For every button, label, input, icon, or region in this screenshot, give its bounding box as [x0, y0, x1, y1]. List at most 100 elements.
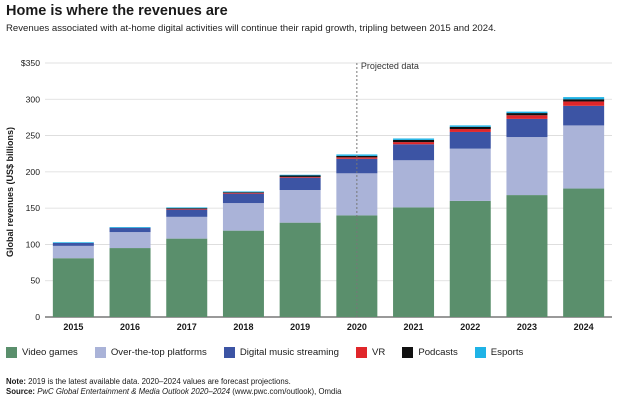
legend-label: Video games	[22, 347, 78, 358]
bar-segment	[563, 99, 605, 102]
y-axis-label: Global revenues (US$ billions)	[5, 127, 15, 257]
bar-segment	[166, 216, 208, 239]
bar-segment	[506, 195, 548, 317]
bar-segment	[109, 248, 151, 317]
bar-segment	[109, 232, 151, 249]
y-tick-label: 200	[26, 167, 41, 177]
bar-segment	[336, 157, 378, 159]
x-tick-label: 2021	[404, 322, 424, 332]
projected-data-annotation: Projected data	[361, 61, 419, 71]
bar-segment	[506, 115, 548, 119]
bar-segment	[449, 125, 491, 127]
stacked-bar-chart: 0 50 100 150 200 250 300 $350 Global revenues (U…	[5, 58, 612, 332]
bar-segment	[563, 105, 605, 126]
bar-segment	[393, 142, 435, 145]
legend-item: Over-the-top platforms	[94, 347, 207, 358]
legend-item: Digital music streaming	[223, 347, 339, 358]
bar-segment	[52, 258, 94, 317]
y-tick-label: $350	[21, 58, 40, 68]
x-tick-label: 2018	[233, 322, 253, 332]
bar-segment	[109, 227, 151, 233]
legend-swatch	[94, 347, 106, 358]
source-label: Source:	[6, 387, 36, 396]
bar-segment	[336, 158, 378, 174]
y-tick-label: 0	[35, 312, 40, 322]
legend-label: Over-the-top platforms	[110, 347, 207, 358]
bar-segment	[222, 192, 264, 193]
bar-segment	[563, 125, 605, 189]
bar-segment	[563, 188, 605, 317]
bar-segment	[166, 209, 208, 217]
x-tick-label: 2022	[460, 322, 480, 332]
chart-source: Source: PwC Global Entertainment & Media…	[6, 387, 341, 396]
bar-segment	[279, 175, 321, 177]
y-tick-label: 250	[26, 131, 41, 141]
bar-segment	[563, 101, 605, 106]
chart-legend: Video games Over-the-top platforms Digital…	[6, 347, 540, 358]
bar-segment	[222, 192, 264, 194]
chart-note: Note: 2019 is the latest available data.…	[6, 377, 291, 386]
bar-segment	[52, 242, 94, 243]
source-publication: PwC Global Entertainment & Media Outlook…	[35, 387, 231, 396]
bar-segment	[449, 131, 491, 149]
y-tick-label: 300	[26, 94, 41, 104]
legend-item: VR	[355, 347, 386, 358]
bar-segment	[563, 97, 605, 100]
legend-label: Esports	[490, 347, 524, 358]
x-tick-label: 2020	[347, 322, 367, 332]
bar-segment	[506, 137, 548, 196]
bar-segment	[52, 245, 94, 259]
legend-item: Esports	[474, 347, 524, 358]
bar-segment	[222, 193, 264, 204]
bar-segment	[393, 139, 435, 143]
y-tick-label: 150	[26, 203, 41, 213]
note-label: Note:	[6, 377, 26, 386]
bar-segment	[279, 177, 321, 190]
legend-label: VR	[371, 347, 386, 358]
bar-segment	[279, 222, 321, 317]
bar-segment	[109, 227, 151, 228]
x-tick-label: 2017	[177, 322, 197, 332]
bar-segment	[506, 113, 548, 116]
bar-segment	[393, 138, 435, 140]
x-tick-label: 2024	[574, 322, 594, 332]
bar-segment	[449, 200, 491, 317]
chart-title: Home is where the revenues are	[6, 3, 228, 19]
bar-segment	[336, 215, 378, 317]
x-tick-label: 2019	[290, 322, 310, 332]
bar-segment	[506, 118, 548, 138]
bar-segment	[449, 129, 491, 132]
source-text: (www.pwc.com/outlook), Omdia	[230, 387, 342, 396]
bar-segment	[279, 174, 321, 176]
legend-label: Podcasts	[418, 347, 458, 358]
legend-label: Digital music streaming	[239, 347, 339, 358]
y-tick-label: 100	[26, 239, 41, 249]
legend-swatch	[474, 347, 486, 358]
legend-swatch	[223, 347, 235, 358]
bar-segment	[393, 144, 435, 161]
bar-segment	[166, 238, 208, 317]
bar-segment	[393, 207, 435, 317]
legend-swatch	[402, 347, 414, 358]
legend-swatch	[355, 347, 367, 358]
bar-segment	[166, 208, 208, 209]
bar-segment	[449, 148, 491, 201]
bar-segment	[166, 207, 208, 209]
legend-item: Podcasts	[402, 347, 458, 358]
bar-segment	[506, 111, 548, 114]
bar-segment	[222, 203, 264, 231]
note-text: 2019 is the latest available data. 2020–…	[25, 377, 291, 386]
y-tick-label: 50	[30, 276, 40, 286]
bar-segment	[279, 176, 321, 178]
legend-item: Video games	[6, 347, 78, 358]
chart-subtitle: Revenues associated with at-home digital…	[6, 23, 497, 34]
bar-segment	[449, 126, 491, 130]
bar-segment	[166, 208, 208, 210]
bar-segment	[393, 160, 435, 208]
bar-segment	[222, 230, 264, 317]
bar-segment	[222, 191, 264, 193]
x-tick-label: 2023	[517, 322, 537, 332]
bar-segment	[52, 242, 94, 246]
x-tick-label: 2016	[120, 322, 140, 332]
legend-swatch	[6, 347, 17, 358]
